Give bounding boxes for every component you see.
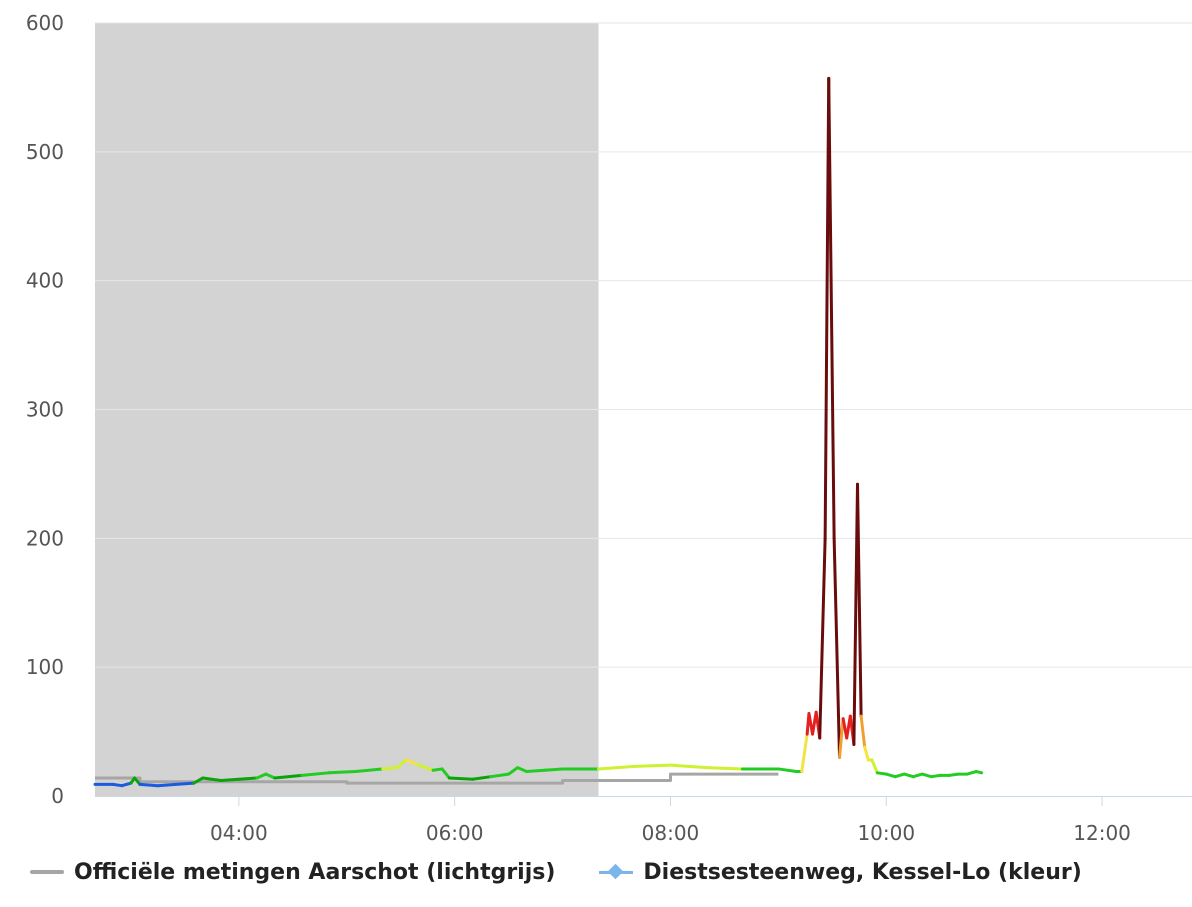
series-segment-kessel-lo xyxy=(381,766,399,771)
series-segment-kessel-lo xyxy=(201,776,223,783)
legend-diamond-swatch xyxy=(599,865,634,879)
series-segment-kessel-lo xyxy=(597,764,637,771)
x-tick-label: 10:00 xyxy=(857,821,915,845)
x-tick-label: 12:00 xyxy=(1073,821,1131,845)
y-axis: 0 100 200 300 400 500 600 xyxy=(26,11,64,808)
series-segment-kessel-lo xyxy=(111,782,124,788)
legend-label-kessel-lo: Diestsesteenweg, Kessel-Lo (kleur) xyxy=(643,859,1082,885)
series-segment-kessel-lo xyxy=(192,776,205,785)
x-axis: 04:00 06:00 08:00 10:00 12:00 xyxy=(210,796,1131,845)
series-segment-kessel-lo xyxy=(440,767,451,780)
series-segment-kessel-lo xyxy=(489,772,511,779)
series-segment-kessel-lo xyxy=(668,763,708,770)
x-tick-label: 08:00 xyxy=(642,821,700,845)
series-segment-kessel-lo xyxy=(354,767,385,774)
series-segment-kessel-lo xyxy=(929,773,942,779)
series-segment-kessel-lo xyxy=(447,776,475,781)
series-segment-kessel-lo xyxy=(859,714,867,749)
series-segment-kessel-lo xyxy=(273,773,304,780)
series-segment-kessel-lo xyxy=(138,782,160,788)
y-tick-label: 100 xyxy=(26,655,64,679)
series-segment-kessel-lo xyxy=(875,771,888,776)
series-segment-kessel-lo xyxy=(237,776,259,781)
series-segment-kessel-lo xyxy=(417,763,435,772)
y-tick-label: 500 xyxy=(26,140,64,164)
series-segment-kessel-lo xyxy=(516,766,529,774)
series-segment-kessel-lo xyxy=(471,775,493,781)
series-segment-kessel-lo xyxy=(219,777,241,783)
x-tick-label: 04:00 xyxy=(210,821,268,845)
series-segment-kessel-lo xyxy=(863,745,870,762)
series-segment-kessel-lo xyxy=(395,758,408,770)
legend-line-swatch xyxy=(30,870,64,874)
series-segment-kessel-lo xyxy=(920,772,933,779)
series-segment-kessel-lo xyxy=(543,767,565,772)
legend: Officiële metingen Aarschot (lichtgrijs)… xyxy=(30,852,1082,892)
series-segment-kessel-lo xyxy=(174,781,196,786)
series-segment-kessel-lo xyxy=(255,772,268,780)
legend-item-kessel-lo[interactable]: Diestsesteenweg, Kessel-Lo (kleur) xyxy=(599,859,1082,885)
y-tick-label: 200 xyxy=(26,526,64,550)
series-segment-kessel-lo xyxy=(525,768,547,774)
series-segment-kessel-lo xyxy=(300,771,331,777)
series-segment-kessel-lo xyxy=(264,772,277,780)
series-segment-kessel-lo xyxy=(431,767,444,772)
chart: 0 100 200 300 400 500 600 04:00 06:00 08:00 10:00… xyxy=(26,11,1192,845)
series-segment-kessel-lo xyxy=(902,772,915,779)
legend-item-aarschot[interactable]: Officiële metingen Aarschot (lichtgrijs) xyxy=(30,860,555,885)
series-aarschot xyxy=(95,772,779,785)
series-segment-kessel-lo xyxy=(704,766,744,771)
legend-label-aarschot: Officiële metingen Aarschot (lichtgrijs) xyxy=(74,859,556,885)
series-segment-kessel-lo xyxy=(156,782,178,788)
series-segment-kessel-lo xyxy=(856,482,863,718)
series-segment-kessel-lo xyxy=(827,76,836,540)
series-segment-kessel-lo xyxy=(965,770,978,776)
series-segment-kessel-lo xyxy=(404,758,421,767)
series-segment-kessel-lo xyxy=(327,770,358,775)
series-segment-kessel-lo xyxy=(776,767,798,774)
series-segment-kessel-lo xyxy=(633,763,672,768)
series-segment-kessel-lo xyxy=(838,717,845,759)
series-line-aarschot xyxy=(95,772,779,785)
series-segment-kessel-lo xyxy=(884,772,897,779)
x-tick-label: 06:00 xyxy=(426,821,484,845)
series-segment-kessel-lo xyxy=(800,732,809,774)
y-tick-label: 0 xyxy=(51,784,64,808)
series-segment-kessel-lo xyxy=(911,772,924,779)
series-segment-kessel-lo xyxy=(974,770,984,775)
series-segment-kessel-lo xyxy=(507,766,520,776)
y-tick-label: 600 xyxy=(26,11,64,35)
y-tick-label: 400 xyxy=(26,269,64,293)
series-segment-kessel-lo xyxy=(832,536,842,759)
series-kessel-lo xyxy=(93,76,984,788)
series-segment-kessel-lo xyxy=(818,536,827,740)
series-segment-kessel-lo xyxy=(947,772,960,777)
series-segment-kessel-lo xyxy=(870,758,879,775)
series-segment-kessel-lo xyxy=(120,781,133,788)
series-segment-kessel-lo xyxy=(893,772,906,779)
grid xyxy=(95,22,1192,668)
y-tick-label: 300 xyxy=(26,398,64,422)
